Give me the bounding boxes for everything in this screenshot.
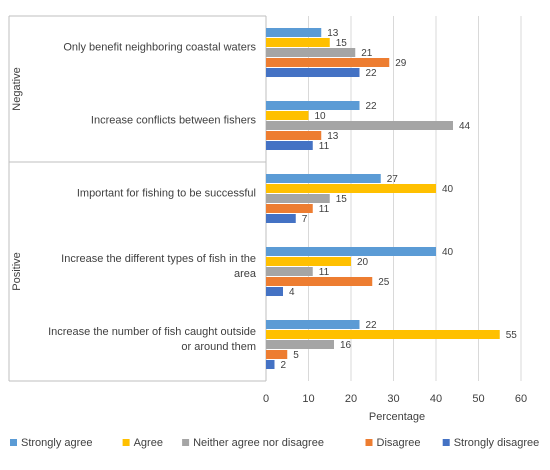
- category-label: Increase conflicts between fishers: [91, 115, 257, 127]
- x-tick-label: 30: [387, 393, 399, 405]
- bar: [266, 204, 313, 213]
- data-label: 11: [319, 267, 330, 278]
- data-label: 22: [366, 68, 378, 79]
- bar: [266, 257, 351, 266]
- bar: [266, 184, 436, 193]
- data-label: 10: [315, 111, 327, 122]
- category-labels: Only benefit neighboring coastal waters I…: [48, 42, 257, 354]
- group-labels: Negative Positive: [11, 67, 23, 290]
- bar: [266, 28, 322, 37]
- data-label: 7: [302, 214, 308, 225]
- category-label-line: Increase the different types of fish in …: [61, 253, 256, 265]
- data-label: 55: [506, 330, 518, 341]
- bar: [266, 121, 453, 130]
- legend-swatch: [442, 439, 450, 446]
- data-label: 27: [387, 174, 399, 185]
- data-label: 22: [366, 320, 378, 331]
- category-label-line: or around them: [181, 341, 256, 353]
- bar: [266, 38, 330, 47]
- category-label-line: Increase conflicts between fishers: [91, 115, 257, 127]
- legend-label: Strongly agree: [21, 437, 93, 449]
- legend-swatch: [365, 439, 373, 446]
- bars: [266, 28, 500, 369]
- data-label: 4: [289, 287, 295, 298]
- data-label: 13: [327, 131, 339, 142]
- legend: Strongly agree Agree Neither agree nor dis…: [10, 437, 539, 449]
- bar: [266, 111, 309, 120]
- bar: [266, 340, 334, 349]
- bar: [266, 330, 500, 339]
- legend-item: Neither agree nor disagree: [182, 437, 324, 449]
- category-label-line: area: [234, 268, 257, 280]
- bar: [266, 277, 373, 286]
- category-label-line: Increase the number of fish caught outsi…: [48, 326, 256, 338]
- legend-label: Disagree: [377, 437, 421, 449]
- data-label: 29: [395, 58, 407, 69]
- bar: [266, 194, 330, 203]
- data-label: 15: [336, 38, 348, 49]
- data-label: 22: [366, 101, 378, 112]
- group-label: Positive: [11, 252, 23, 291]
- x-tick-label: 10: [302, 393, 314, 405]
- bar: [266, 58, 390, 67]
- x-tick-labels: 0 10 20 30 40 50 60: [263, 393, 527, 405]
- data-label: 25: [378, 277, 390, 288]
- data-label: 11: [319, 141, 330, 152]
- category-label: Increase the different types of fish in …: [61, 253, 257, 280]
- data-label: 21: [361, 48, 373, 59]
- data-label: 40: [442, 184, 454, 195]
- x-tick-label: 20: [345, 393, 357, 405]
- category-label: Important for fishing to be successful: [77, 188, 256, 200]
- legend-label: Neither agree nor disagree: [193, 437, 324, 449]
- data-label: 5: [293, 350, 299, 361]
- bar: [266, 247, 436, 256]
- legend-swatch: [182, 439, 190, 446]
- x-tick-label: 40: [430, 393, 442, 405]
- bar: [266, 267, 313, 276]
- data-label: 11: [319, 204, 330, 215]
- bar: [266, 320, 360, 329]
- data-label: 13: [327, 28, 339, 39]
- bar: [266, 68, 360, 77]
- legend-item: Disagree: [365, 437, 421, 449]
- category-label-line: Important for fishing to be successful: [77, 188, 256, 200]
- bar: [266, 287, 283, 296]
- x-tick-label: 50: [472, 393, 484, 405]
- bar: [266, 350, 288, 359]
- bar: [266, 174, 381, 183]
- legend-label: Agree: [134, 437, 163, 449]
- legend-swatch: [122, 439, 130, 446]
- bar: [266, 48, 356, 57]
- bar: [266, 360, 275, 369]
- data-label: 2: [281, 360, 287, 371]
- legend-item: Agree: [122, 437, 163, 449]
- bar: [266, 214, 296, 223]
- group-label: Negative: [11, 67, 23, 110]
- legend-item: Strongly agree: [10, 437, 93, 449]
- x-tick-label: 60: [515, 393, 527, 405]
- legend-label: Strongly disagree: [454, 437, 540, 449]
- data-labels: 1315212922221044131127401511740201125422…: [281, 28, 518, 371]
- data-label: 44: [459, 121, 471, 132]
- x-axis-label: Percentage: [369, 411, 425, 423]
- legend-swatch: [10, 439, 17, 446]
- bar: [266, 141, 313, 150]
- category-label: Only benefit neighboring coastal waters: [63, 42, 256, 54]
- bar: [266, 131, 322, 140]
- category-label: Increase the number of fish caught outsi…: [48, 326, 256, 353]
- legend-item: Strongly disagree: [442, 437, 540, 449]
- data-label: 40: [442, 247, 454, 258]
- data-label: 16: [340, 340, 352, 351]
- bar: [266, 101, 360, 110]
- category-label-line: Only benefit neighboring coastal waters: [63, 42, 256, 54]
- data-label: 15: [336, 194, 348, 205]
- data-label: 20: [357, 257, 369, 268]
- x-tick-label: 0: [263, 393, 269, 405]
